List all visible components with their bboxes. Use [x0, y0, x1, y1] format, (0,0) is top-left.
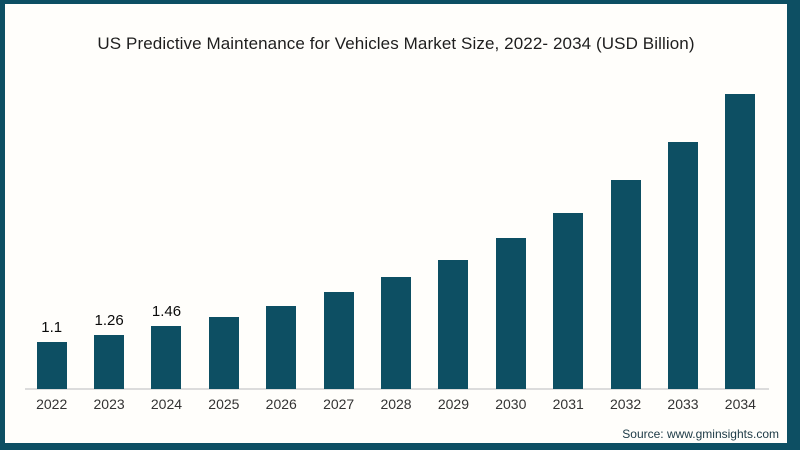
x-tick-label-2033: 2033: [667, 396, 699, 412]
x-tick-label-2029: 2029: [437, 396, 469, 412]
bar-group-2024: 1.46: [138, 303, 195, 389]
bar-2029: [438, 260, 469, 389]
x-tick-label-2022: 2022: [36, 396, 68, 412]
bar-group-2023: 1.26: [80, 312, 137, 389]
bar-value-label-2022: 1.1: [41, 319, 63, 336]
bar-group-2033: [654, 142, 711, 389]
bar-2023: [94, 335, 125, 389]
x-tick-label-2027: 2027: [323, 396, 355, 412]
x-tick-label-2026: 2026: [265, 396, 297, 412]
bar-2032: [610, 180, 641, 389]
x-tick-label-2024: 2024: [150, 396, 183, 412]
bar-group-2032: [597, 180, 654, 389]
bar-2030: [495, 238, 526, 389]
x-tick-label-2028: 2028: [380, 396, 412, 412]
bar-2031: [553, 213, 584, 389]
bar-2034: [725, 94, 756, 389]
bar-2026: [266, 306, 297, 389]
x-tick-label-2025: 2025: [208, 396, 240, 412]
x-axis-line: [25, 388, 769, 390]
bar-2027: [323, 292, 354, 389]
x-tick-label-2031: 2031: [552, 396, 584, 412]
bar-group-2026: [253, 306, 310, 389]
bar-2022: [36, 342, 67, 389]
bar-2028: [381, 277, 412, 389]
x-tick-label-2030: 2030: [495, 396, 527, 412]
x-tick-label-2034: 2034: [724, 396, 756, 412]
source-text: Source: www.gminsights.com: [622, 427, 779, 441]
bar-group-2022: 1.1: [23, 319, 80, 389]
bars-row: 1.1 1.26 1.46: [23, 94, 769, 389]
bar-group-2029: [425, 260, 482, 389]
bar-value-label-2024: 1.46: [151, 303, 182, 320]
bar-group-2028: [367, 277, 424, 389]
x-tick-label-2032: 2032: [610, 396, 642, 412]
chart-title: US Predictive Maintenance for Vehicles M…: [97, 34, 695, 53]
x-tick-label-2023: 2023: [93, 396, 125, 412]
bar-value-label-2023: 1.26: [94, 312, 124, 329]
bar-2025: [208, 317, 239, 389]
bar-2024: [151, 326, 182, 389]
bar-group-2030: [482, 238, 539, 389]
bar-group-2027: [310, 292, 367, 389]
x-axis-labels: 2022 2023 2024 2025 2026 2027 2028 2029 2030 2031…: [23, 396, 769, 412]
bar-group-2031: [540, 213, 597, 389]
bar-group-2025: [195, 317, 252, 389]
bar-2033: [667, 142, 698, 389]
bar-group-2034: [712, 94, 769, 389]
